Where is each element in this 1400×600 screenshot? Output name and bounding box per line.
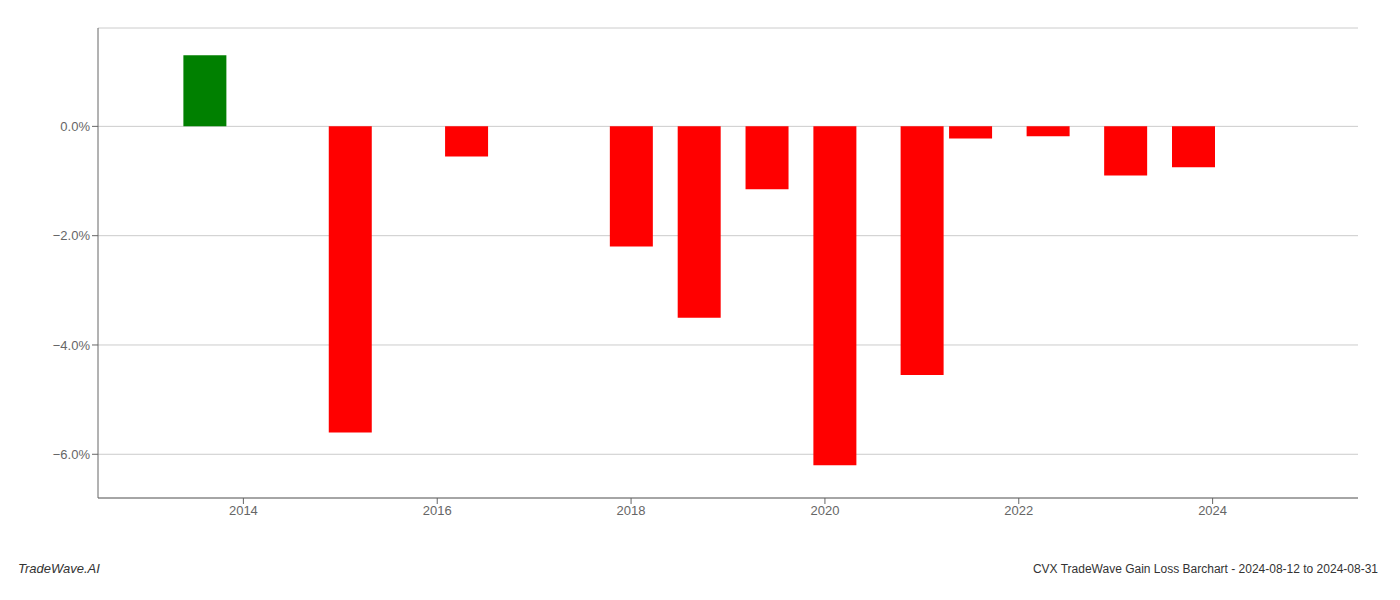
html-text:CVX TradeWave Gain Loss Barcha: CVX TradeWave Gain Loss Barchart - 2024-… [1032,562,1378,576]
html-text:TradeWave.AI: TradeWave.AI [18,561,100,576]
svg-text:−2.0%: −2.0% [53,228,91,243]
svg-text:2022: 2022 [1004,503,1033,518]
svg-text:0.0%: 0.0% [60,119,90,134]
svg-text:2018: 2018 [617,503,646,518]
svg-text:2020: 2020 [810,503,839,518]
svg-text:2016: 2016 [423,503,452,518]
svg-text:−4.0%: −4.0% [53,338,91,353]
svg-text:2014: 2014 [229,503,258,518]
svg-text:2024: 2024 [1198,503,1227,518]
svg-text:−6.0%: −6.0% [53,447,91,462]
